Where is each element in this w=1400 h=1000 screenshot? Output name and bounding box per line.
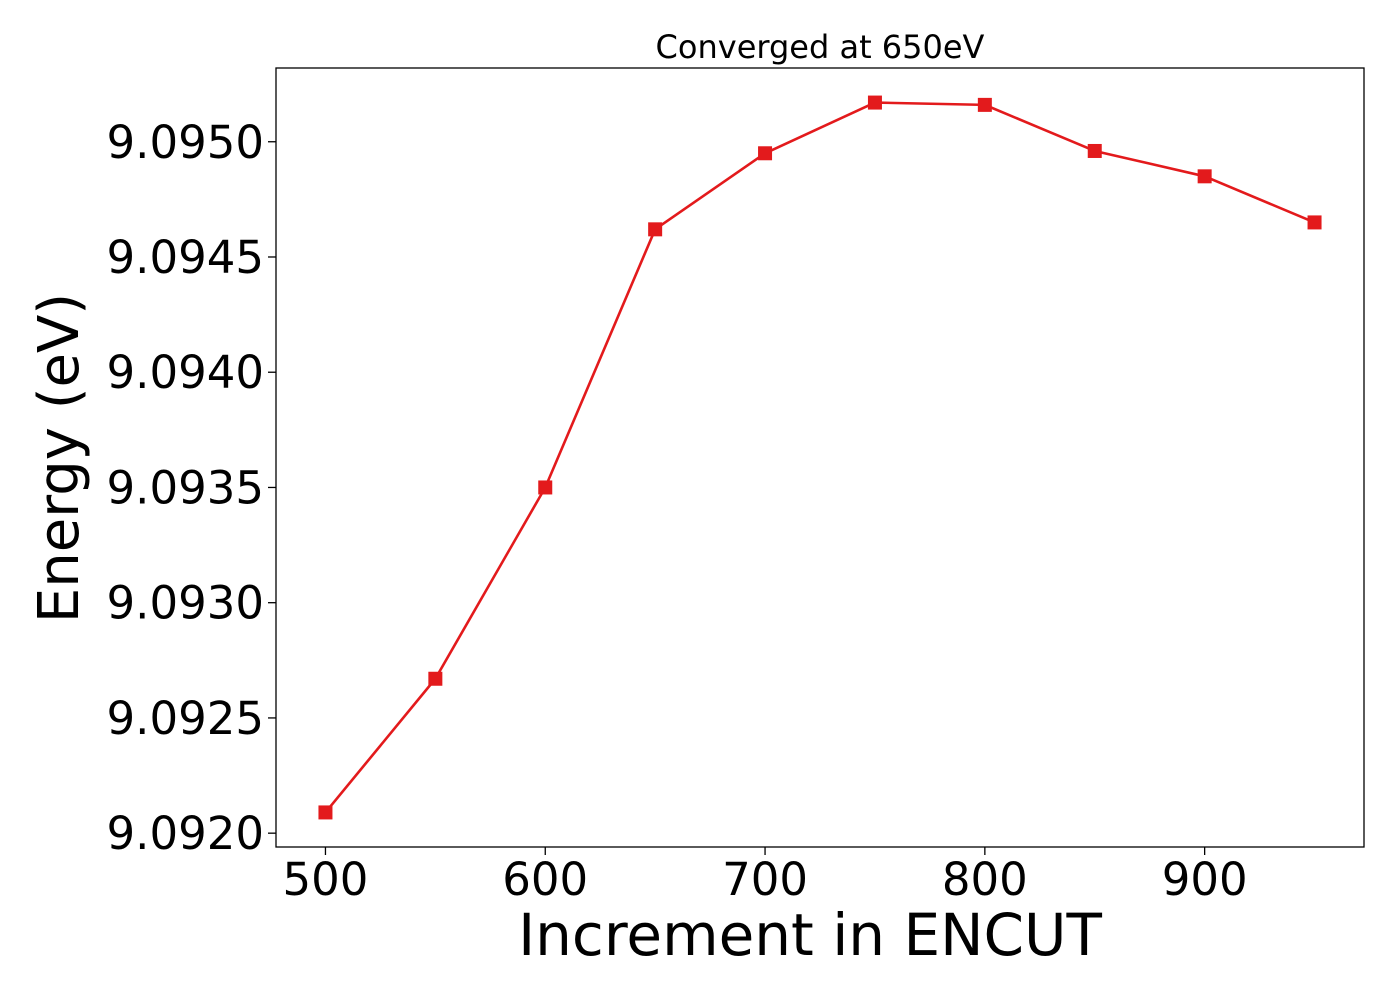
y-axis-ticks: 9.0920 9.0925 9.0930 9.0935 9.0940 9.0945 9.09… (107, 116, 276, 860)
y-tick-label: 9.0945 (107, 231, 264, 284)
x-tick-label: 700 (722, 853, 808, 906)
data-point-marker (1197, 169, 1212, 184)
x-tick-label: 900 (1162, 853, 1248, 906)
data-point-marker (648, 222, 663, 237)
data-point-marker (1307, 215, 1322, 230)
plot-area-frame (275, 67, 1365, 848)
data-point-marker (1087, 143, 1102, 158)
x-axis-label: Increment in ENCUT (518, 901, 1102, 969)
data-point-marker (538, 480, 553, 495)
y-tick-label: 9.0940 (107, 346, 264, 399)
series-layer (318, 95, 1322, 820)
y-tick-label: 9.0925 (107, 692, 264, 745)
data-point-marker (867, 95, 882, 110)
data-point-marker (977, 97, 992, 112)
x-tick-label: 600 (502, 853, 588, 906)
x-axis-ticks: 500 600 700 800 900 (283, 847, 1248, 906)
chart-title: Converged at 650eV (656, 28, 985, 66)
series-line (324, 101, 1316, 814)
y-tick-label: 9.0950 (107, 116, 264, 169)
data-point-marker (758, 146, 773, 161)
y-tick-label: 9.0935 (107, 461, 264, 514)
data-point-marker (318, 805, 333, 820)
y-tick-label: 9.0930 (107, 577, 264, 630)
y-axis-label: Energy (eV) (27, 293, 92, 623)
x-tick-label: 800 (942, 853, 1028, 906)
x-tick-label: 500 (283, 853, 369, 906)
data-point-marker (428, 671, 443, 686)
y-tick-label: 9.0920 (107, 807, 264, 860)
